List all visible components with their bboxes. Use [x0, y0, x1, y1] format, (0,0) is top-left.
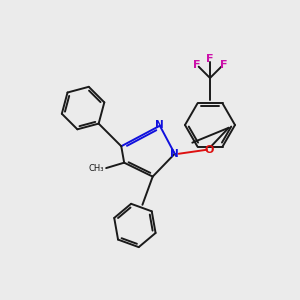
Text: F: F	[193, 60, 200, 70]
Text: CH₃: CH₃	[89, 164, 104, 172]
Text: N: N	[170, 149, 179, 159]
Text: F: F	[220, 60, 227, 70]
Text: N: N	[155, 120, 164, 130]
Text: F: F	[206, 54, 214, 64]
Text: O: O	[204, 145, 213, 155]
